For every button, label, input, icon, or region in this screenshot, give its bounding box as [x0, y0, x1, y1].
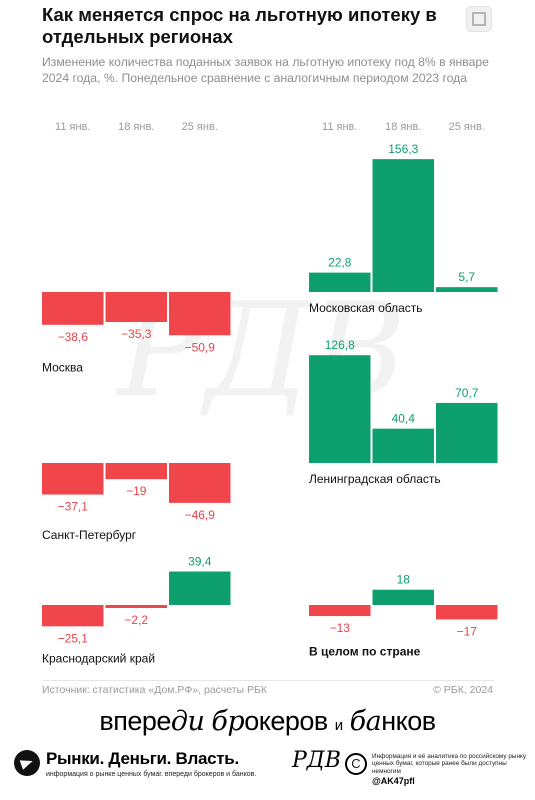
data-label-4-1: 126,8 [325, 338, 355, 352]
data-label-5-2: −2,2 [124, 613, 148, 627]
chart-title: Как меняется спрос на льготную ипотеку в… [42, 4, 437, 47]
data-label-6-3: −17 [457, 624, 478, 638]
data-label-1-3: −50,9 [185, 340, 216, 354]
bar-4-3 [436, 402, 498, 463]
channel-handle[interactable]: @AK47pfl [372, 776, 415, 786]
bar-3-3 [169, 463, 231, 503]
chart-subtitle: Изменение количества поданных заявок на … [42, 55, 489, 85]
data-label-4-2: 40,4 [392, 412, 416, 426]
brand-name: Рынки. Деньги. Власть. [46, 749, 239, 768]
slogan-word-1: впере [99, 706, 171, 736]
footer-divider [42, 680, 494, 681]
rdv-logo-circle: С [345, 753, 367, 775]
data-label-6-2: 18 [397, 573, 411, 587]
bar-5-2 [105, 605, 167, 608]
data-label-2-1: 22,8 [328, 256, 352, 270]
data-label-4-3: 70,7 [455, 386, 479, 400]
slogan-script-3: ба [349, 706, 382, 737]
rdv-logo: РДВ [292, 748, 341, 773]
data-label-5-1: −25,1 [58, 631, 89, 645]
source-note: Источник: статистика «Дом.РФ», расчеты Р… [42, 684, 268, 696]
slogan-word-3: нков [381, 706, 436, 736]
bar-4-2 [372, 428, 434, 463]
bar-5-1 [42, 605, 104, 627]
data-label-5-3: 39,4 [188, 555, 212, 569]
panel-name-2: Московская область [309, 301, 423, 315]
slogan-word-2: океров [244, 706, 328, 736]
panel-name-5: Краснодарский край [42, 651, 155, 665]
panel-name-4: Ленинградская область [309, 472, 441, 486]
panel-name-6: В целом по стране [309, 644, 421, 658]
category-label-1-1: 11 янв. [55, 121, 90, 133]
panel-name-3: Санкт-Петербург [42, 528, 137, 542]
brand-tagline: информация о рынке ценных бумаг. впереди… [46, 771, 257, 778]
channel-description: Информация и её аналитика по российскому… [372, 753, 527, 775]
bar-2-1 [309, 272, 371, 292]
bar-1-3 [169, 292, 231, 336]
bar-1-1 [42, 292, 104, 325]
bar-6-3 [436, 605, 498, 620]
data-label-3-2: −19 [126, 484, 147, 498]
category-label-2-1: 11 янв. [322, 121, 357, 133]
bar-5-3 [169, 571, 231, 605]
bar-6-2 [372, 589, 434, 605]
bar-2-3 [436, 287, 498, 292]
bar-6-1 [309, 605, 371, 617]
bar-1-2 [105, 292, 167, 323]
expand-icon[interactable] [466, 6, 492, 32]
slogan-script-1: ди [170, 706, 205, 737]
category-label-1-3: 25 янв. [182, 121, 218, 133]
bar-4-1 [309, 355, 371, 463]
data-label-2-2: 156,3 [388, 142, 418, 156]
slogan-script-2: бр [211, 706, 245, 737]
bar-3-2 [105, 463, 167, 480]
data-label-3-3: −46,9 [185, 508, 216, 522]
slogan-banner: впереди брокеров и банков [0, 706, 535, 741]
category-label-2-2: 18 янв. [385, 121, 421, 133]
data-label-1-1: −38,6 [58, 330, 89, 344]
telegram-icon[interactable] [14, 750, 40, 776]
data-label-3-1: −37,1 [58, 500, 89, 514]
data-label-1-2: −35,3 [121, 327, 152, 341]
slogan-and: и [334, 717, 343, 734]
copyright: © РБК, 2024 [433, 684, 493, 696]
bar-3-1 [42, 463, 104, 495]
data-label-2-3: 5,7 [458, 270, 475, 284]
data-label-6-1: −13 [330, 621, 351, 635]
bar-2-2 [372, 159, 434, 292]
category-label-2-3: 25 янв. [449, 121, 485, 133]
category-label-1-2: 18 янв. [118, 121, 154, 133]
panel-name-1: Москва [42, 360, 83, 374]
